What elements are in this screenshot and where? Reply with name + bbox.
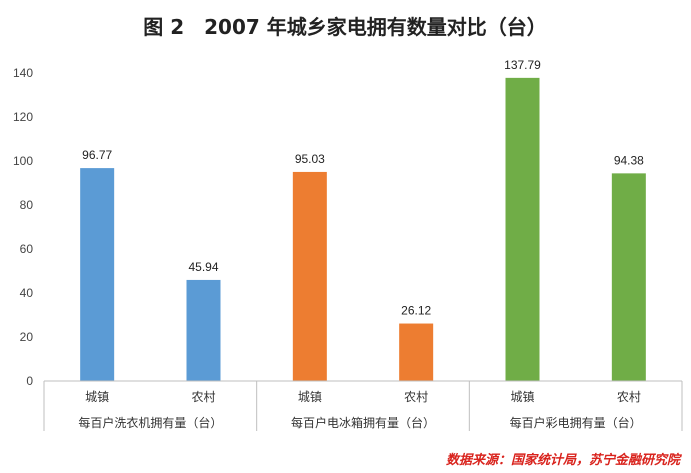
y-axis: 0 20 40 60 80 100 120 140 bbox=[13, 66, 33, 388]
data-label: 94.38 bbox=[614, 153, 644, 167]
bar-1-0 bbox=[292, 171, 327, 381]
bars: 96.77 45.94 95.03 26.12 137.79 94.38 bbox=[80, 58, 646, 381]
bar-2-1 bbox=[611, 173, 646, 381]
bar-0-0 bbox=[80, 168, 115, 381]
category-label: 城镇 bbox=[85, 390, 109, 404]
y-tick-label: 20 bbox=[20, 330, 34, 344]
y-tick-label: 100 bbox=[13, 154, 33, 168]
y-tick-label: 120 bbox=[13, 110, 33, 124]
bar-1-1 bbox=[399, 323, 434, 381]
category-label: 农村 bbox=[617, 390, 641, 404]
group-label: 每百户电冰箱拥有量（台） bbox=[291, 415, 435, 430]
group-label: 每百户洗衣机拥有量（台） bbox=[78, 415, 222, 430]
y-tick-label: 80 bbox=[20, 198, 34, 212]
data-label: 96.77 bbox=[82, 148, 112, 162]
chart-title: 图 2 2007 年城乡家电拥有数量对比（台） bbox=[143, 15, 547, 39]
group-label: 每百户彩电拥有量（台） bbox=[510, 415, 642, 430]
data-label: 45.94 bbox=[188, 260, 218, 274]
data-label: 26.12 bbox=[401, 304, 431, 318]
source-note: 数据来源：国家统计局，苏宁金融研究院 bbox=[446, 452, 683, 468]
y-tick-label: 40 bbox=[20, 286, 34, 300]
category-label: 农村 bbox=[191, 390, 215, 404]
category-label: 城镇 bbox=[298, 390, 322, 404]
data-label: 95.03 bbox=[295, 152, 325, 166]
y-tick-label: 140 bbox=[13, 66, 33, 80]
category-label: 农村 bbox=[404, 390, 428, 404]
data-label: 137.79 bbox=[504, 58, 541, 72]
bar-0-1 bbox=[186, 279, 221, 381]
category-label: 城镇 bbox=[510, 390, 534, 404]
y-tick-label: 60 bbox=[20, 242, 34, 256]
y-tick-label: 0 bbox=[26, 374, 33, 388]
bar-2-0 bbox=[505, 77, 540, 381]
